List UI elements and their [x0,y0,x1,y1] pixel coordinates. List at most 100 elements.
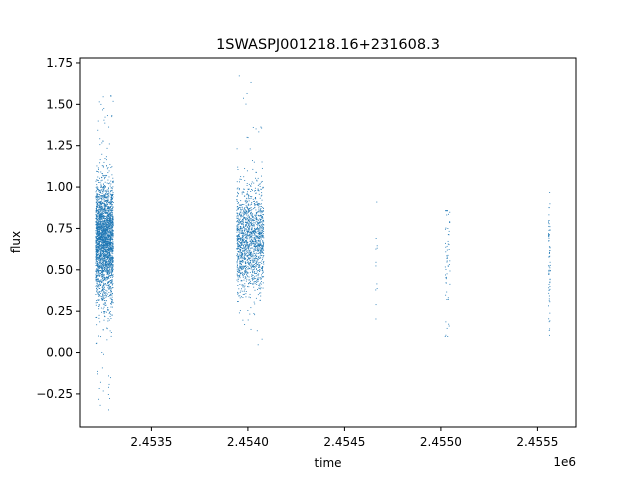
data-point [107,167,109,169]
data-point [99,280,101,282]
data-point [237,203,239,205]
data-point [248,214,250,216]
data-point [95,255,97,256]
data-point [246,259,248,261]
data-point [112,222,113,223]
data-point [103,254,105,256]
data-point [99,257,101,259]
data-point [236,267,238,269]
data-point [110,313,111,315]
data-point [97,201,99,203]
data-point [100,249,102,251]
data-point [112,223,114,225]
data-point [104,239,106,241]
data-point [99,224,101,226]
data-point [258,204,260,206]
data-point [96,324,98,326]
data-point [110,207,111,209]
data-point [256,232,258,234]
data-point [261,206,263,208]
data-point [97,189,99,190]
data-point [255,275,257,277]
data-point [97,253,99,255]
data-point [238,268,240,270]
data-point [258,215,260,217]
data-point [96,238,98,239]
data-point [96,193,98,195]
data-point [101,245,103,247]
data-point [103,204,105,206]
y-tick-label: 1.50 [46,97,73,111]
data-point [95,210,97,212]
data-point [100,217,102,219]
data-point [99,225,101,227]
data-point [103,231,105,233]
data-point [257,237,259,238]
data-point [258,256,259,258]
data-point [105,225,107,227]
data-point [103,219,105,221]
data-point [241,193,243,195]
data-point [242,212,244,214]
data-point [111,280,113,282]
data-point [109,257,111,259]
data-point [108,319,110,321]
data-point [105,198,107,200]
data-point [105,251,107,253]
data-point [105,233,107,235]
data-point [237,245,238,247]
data-point [260,277,262,279]
data-point [248,245,250,247]
data-point [247,286,248,288]
data-point [241,288,242,290]
data-point [102,233,104,235]
data-point [242,235,244,237]
data-point [245,265,247,267]
data-point [101,198,102,200]
data-point [102,245,104,247]
data-point [106,290,108,292]
data-point [110,214,112,216]
data-point [111,234,113,235]
data-point [255,272,257,274]
data-point [253,245,255,247]
data-point [98,245,100,246]
data-point [112,232,114,234]
data-point [239,272,241,274]
data-point [112,177,114,179]
x-axis-label: time [314,456,341,470]
data-point [107,208,109,210]
data-point [109,235,111,237]
data-point [98,247,100,249]
data-point [95,240,97,242]
data-point [260,236,262,238]
data-point [95,245,97,246]
data-point [105,245,106,247]
data-point [95,261,97,263]
data-point [106,115,108,117]
data-point [375,289,377,291]
data-point [111,258,113,260]
data-point [105,239,107,241]
data-point [260,250,262,252]
data-point [103,241,105,243]
data-point [100,216,102,218]
data-point [259,270,261,272]
data-point [448,264,450,266]
data-point [111,271,113,273]
data-point [256,263,258,265]
data-point [245,206,247,208]
data-point [449,260,451,262]
data-point [104,264,106,266]
data-point [252,219,254,221]
data-point [100,270,102,272]
data-point [112,216,114,218]
data-point [241,240,243,242]
data-point [242,219,244,221]
data-point [240,265,242,267]
data-point [107,199,108,201]
data-point [111,294,113,296]
data-point [257,214,259,216]
data-point [108,277,109,279]
data-point [239,262,241,264]
